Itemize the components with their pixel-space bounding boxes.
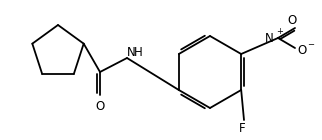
Text: O: O xyxy=(287,13,297,26)
Text: +: + xyxy=(277,27,283,37)
Text: −: − xyxy=(308,40,315,50)
Text: O: O xyxy=(95,101,105,114)
Text: N: N xyxy=(127,46,135,59)
Text: N: N xyxy=(265,32,273,45)
Text: O: O xyxy=(298,44,307,57)
Text: F: F xyxy=(239,122,245,135)
Text: H: H xyxy=(134,46,142,59)
